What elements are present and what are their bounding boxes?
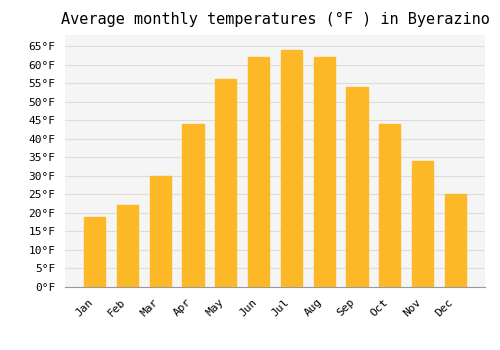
Title: Average monthly temperatures (°F ) in Byerazino: Average monthly temperatures (°F ) in By… (60, 12, 490, 27)
Bar (117, 205, 138, 287)
Bar (280, 50, 302, 287)
Bar (346, 87, 368, 287)
Bar (379, 124, 400, 287)
Bar (248, 57, 270, 287)
Bar (444, 194, 466, 287)
Bar (84, 217, 106, 287)
Bar (182, 124, 204, 287)
Bar (215, 79, 236, 287)
Bar (314, 57, 335, 287)
Bar (150, 176, 171, 287)
Bar (412, 161, 433, 287)
